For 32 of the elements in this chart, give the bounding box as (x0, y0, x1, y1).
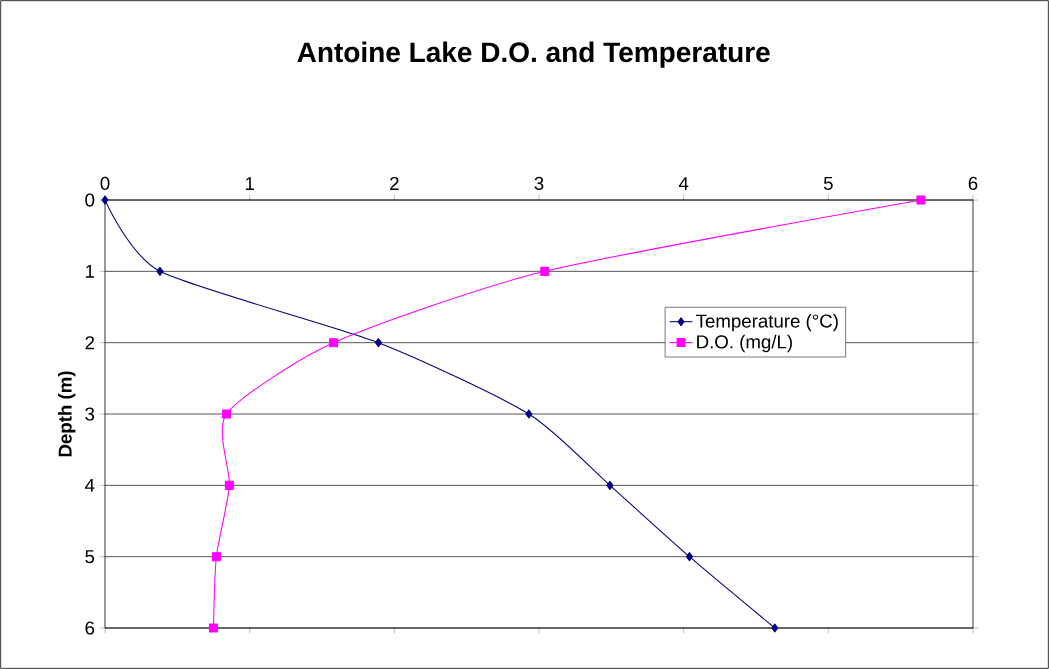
y-tick-label: 6 (85, 621, 95, 635)
y-tick-label: 4 (85, 478, 95, 492)
point (525, 409, 533, 419)
point (211, 552, 221, 562)
point (540, 266, 550, 276)
y-tick-label: 3 (85, 407, 95, 421)
point (329, 338, 339, 348)
y-tick-label: 5 (85, 550, 95, 564)
point (156, 266, 164, 276)
x-tick-label: 2 (390, 176, 399, 190)
chart-title: Antoine Lake D.O. and Temperature (297, 41, 770, 68)
x-tick-label: 1 (245, 177, 254, 190)
point (685, 552, 693, 562)
point (208, 623, 219, 633)
point (606, 480, 614, 490)
point (224, 480, 234, 490)
x-tick-label: 5 (823, 176, 833, 190)
x-tick-label: 3 (534, 176, 544, 190)
point (221, 409, 232, 419)
x-tick-label: 4 (678, 177, 689, 190)
x-tick-label: 0 (100, 176, 110, 190)
y-tick-label: 2 (85, 336, 95, 350)
point (374, 338, 382, 348)
y-axis-title: Depth (m) (58, 371, 76, 457)
y-tick-label: 1 (86, 264, 95, 278)
point (101, 195, 109, 205)
x-tick-label: 6 (968, 176, 978, 190)
y-tick-label: 0 (85, 193, 95, 207)
point (916, 195, 926, 205)
legend-label: D.O. (mg/L) (697, 334, 792, 353)
point (771, 623, 779, 633)
legend-label: Temperature (°C) (696, 313, 838, 332)
